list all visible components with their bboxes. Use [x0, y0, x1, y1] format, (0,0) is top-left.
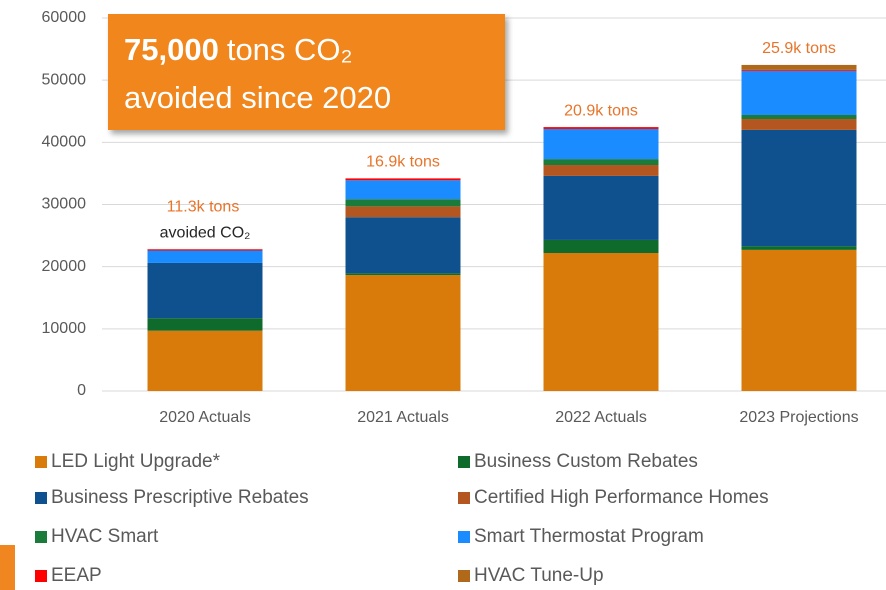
legend-swatch — [35, 570, 47, 582]
bar-segment — [741, 249, 857, 391]
callout-text: tons CO₂ — [227, 32, 353, 67]
bar-segment — [543, 159, 659, 166]
bar-segment — [147, 330, 263, 391]
bar-segment — [147, 318, 263, 331]
bar-segment — [345, 206, 461, 218]
bar-segment — [345, 217, 461, 274]
y-tick-label: 0 — [77, 382, 86, 399]
legend-swatch — [458, 570, 470, 582]
legend-swatch — [35, 531, 47, 543]
bar-segment — [741, 70, 857, 115]
bar-segment — [147, 262, 263, 319]
bar-segment — [147, 250, 263, 263]
bar-segment — [741, 69, 857, 71]
bar-label: 25.9k tons — [762, 40, 836, 57]
x-tick-label: 2022 Actuals — [555, 409, 647, 426]
bar-segment — [345, 275, 461, 391]
legend-label: EEAP — [51, 565, 102, 586]
legend-label: HVAC Tune-Up — [474, 565, 604, 586]
bar-segment — [741, 246, 857, 250]
legend-swatch — [35, 456, 47, 468]
legend-swatch — [458, 492, 470, 504]
x-tick-label: 2020 Actuals — [159, 409, 251, 426]
bar-segment — [345, 199, 461, 207]
callout-highlight: 75,000 — [124, 32, 219, 67]
bar-label-note: avoided CO₂ — [160, 224, 251, 241]
bar-label: 20.9k tons — [564, 102, 638, 119]
bar-segment — [543, 127, 659, 129]
bar-segment — [741, 64, 857, 70]
bar-segment — [741, 119, 857, 130]
callout-line1: 75,000 tons CO₂ — [124, 32, 353, 67]
legend-label: Business Custom Rebates — [474, 451, 698, 472]
legend-swatch — [458, 456, 470, 468]
bar-segment — [543, 239, 659, 253]
bar-label: 11.3k tons — [167, 198, 240, 215]
bar-label: 16.9k tons — [366, 154, 440, 171]
y-tick-label: 60000 — [42, 9, 87, 26]
y-tick-label: 10000 — [42, 320, 87, 337]
bars — [147, 64, 857, 391]
bar-segment — [345, 180, 461, 200]
bar-segment — [345, 178, 461, 181]
y-tick-label: 50000 — [42, 71, 87, 88]
bar-segment — [543, 175, 659, 240]
y-tick-label: 40000 — [42, 134, 87, 151]
legend-label: Business Prescriptive Rebates — [51, 487, 309, 508]
bar-segment — [147, 249, 263, 251]
bar-segment — [345, 273, 461, 276]
y-tick-label: 30000 — [42, 196, 87, 213]
legend-label: HVAC Smart — [51, 526, 159, 547]
x-tick-label: 2023 Projections — [739, 409, 858, 426]
bar-segment — [741, 129, 857, 247]
legend-swatch — [458, 531, 470, 543]
bar-segment — [543, 165, 659, 176]
legend-label: LED Light Upgrade* — [51, 451, 221, 472]
bar-segment — [741, 114, 857, 120]
bar-segment — [543, 252, 659, 391]
x-tick-label: 2021 Actuals — [357, 409, 449, 426]
y-tick-label: 20000 — [42, 258, 87, 275]
callout-box — [108, 14, 505, 130]
corner-accent — [0, 545, 15, 590]
callout-line2: avoided since 2020 — [124, 80, 391, 115]
bar-segment — [543, 128, 659, 160]
legend-label: Certified High Performance Homes — [474, 487, 769, 508]
legend-label: Smart Thermostat Program — [474, 526, 704, 547]
legend-swatch — [35, 492, 47, 504]
